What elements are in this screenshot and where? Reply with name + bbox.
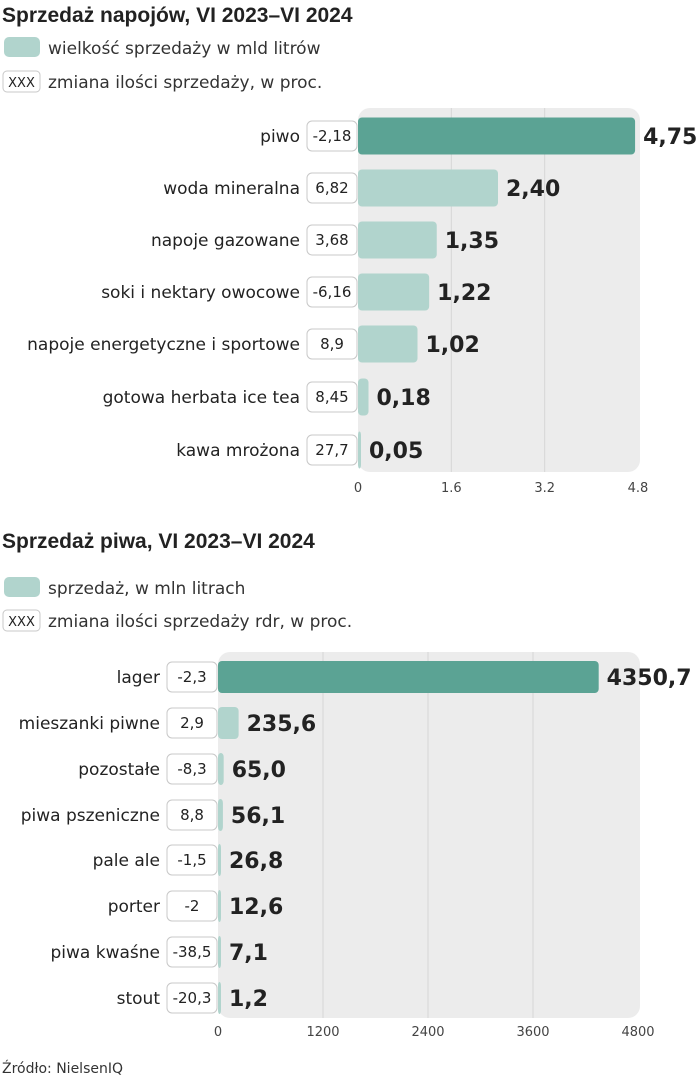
change-label: 2,9 — [180, 714, 204, 732]
value-label: 4350,7 — [607, 666, 692, 691]
legend-label-box: zmiana ilości sprzedaży rdr, w proc. — [48, 612, 352, 632]
bar — [358, 325, 418, 363]
value-label: 1,2 — [229, 987, 268, 1012]
change-box — [306, 224, 358, 256]
source-note: Źródło: NielsenIQ — [2, 1059, 123, 1077]
category-label: pale ale — [93, 851, 160, 871]
value-label: 235,6 — [247, 712, 317, 737]
category-label: kawa mrożona — [176, 441, 300, 461]
change-box — [306, 381, 358, 413]
category-label: woda mineralna — [163, 179, 300, 199]
change-label: 8,9 — [320, 335, 344, 353]
bar — [358, 117, 636, 155]
legend-label-bar: wielkość sprzedaży w mld litrów — [48, 39, 321, 59]
change-label: -8,3 — [177, 760, 206, 778]
x-tick-label: 1.6 — [441, 481, 462, 496]
change-box — [166, 936, 218, 968]
change-box — [306, 120, 358, 152]
change-box — [166, 982, 218, 1014]
bar — [218, 844, 221, 876]
chart-title: Sprzedaż napojów, VI 2023–VI 2024 — [2, 4, 353, 27]
value-label: 4,75 — [643, 125, 696, 150]
category-label: piwa kwaśne — [51, 943, 161, 963]
legend-swatch-bar — [4, 37, 40, 57]
x-tick-label: 4.8 — [628, 481, 649, 496]
value-label: 65,0 — [232, 758, 286, 783]
change-box — [166, 661, 218, 693]
bar — [218, 890, 221, 922]
category-label: stout — [117, 989, 161, 1009]
plot-background — [218, 652, 640, 1018]
legend-box-symbol: XXX — [8, 76, 35, 91]
bar — [358, 431, 361, 469]
change-box — [166, 707, 218, 739]
x-tick-label: 0 — [214, 1025, 222, 1040]
bar — [218, 936, 221, 968]
value-label: 0,05 — [369, 439, 423, 464]
chart-title: Sprzedaż piwa, VI 2023–VI 2024 — [2, 530, 315, 553]
category-label: napoje gazowane — [151, 231, 300, 251]
change-label: 6,82 — [315, 179, 348, 197]
category-label: piwo — [260, 127, 300, 147]
change-label: -38,5 — [173, 943, 212, 961]
change-label: -6,16 — [313, 283, 352, 301]
change-box — [306, 172, 358, 204]
x-tick-label: 1200 — [306, 1025, 339, 1040]
change-box — [306, 434, 358, 466]
category-label: pozostałe — [78, 760, 160, 780]
x-tick-label: 0 — [354, 481, 362, 496]
value-label: 2,40 — [506, 177, 560, 202]
change-label: -1,5 — [177, 851, 206, 869]
category-label: porter — [108, 897, 160, 917]
change-label: -2 — [185, 897, 200, 915]
bar — [358, 221, 437, 259]
bar — [358, 378, 369, 416]
change-label: 27,7 — [315, 441, 348, 459]
x-tick-label: 2400 — [411, 1025, 444, 1040]
change-label: 8,8 — [180, 806, 204, 824]
value-label: 1,22 — [437, 281, 491, 306]
change-box — [306, 276, 358, 308]
change-box — [166, 890, 218, 922]
category-label: napoje energetyczne i sportowe — [27, 335, 300, 355]
x-tick-label: 3600 — [516, 1025, 549, 1040]
bar — [218, 707, 239, 739]
bar — [218, 753, 224, 785]
value-label: 26,8 — [229, 849, 283, 874]
change-box — [166, 799, 218, 831]
bar — [358, 273, 430, 311]
value-label: 1,02 — [426, 333, 480, 358]
category-label: lager — [117, 668, 160, 688]
change-box — [166, 844, 218, 876]
change-label: 8,45 — [315, 388, 348, 406]
value-label: 12,6 — [229, 895, 283, 920]
legend-swatch-box — [2, 609, 41, 632]
change-label: -20,3 — [173, 989, 212, 1007]
category-label: piwa pszeniczne — [21, 806, 160, 826]
category-label: soki i nektary owocowe — [101, 283, 300, 303]
value-label: 7,1 — [229, 941, 268, 966]
category-label: mieszanki piwne — [19, 714, 160, 734]
value-label: 1,35 — [445, 229, 499, 254]
legend-label-box: zmiana ilości sprzedaży, w proc. — [48, 73, 322, 93]
change-label: -2,18 — [313, 127, 352, 145]
bar — [358, 169, 498, 207]
category-label: gotowa herbata ice tea — [103, 388, 300, 408]
bar — [218, 982, 221, 1014]
change-label: 3,68 — [315, 231, 348, 249]
change-box — [166, 753, 218, 785]
value-label: 56,1 — [231, 804, 285, 829]
legend-label-bar: sprzedaż, w mln litrach — [48, 579, 245, 599]
bar — [218, 799, 223, 831]
x-tick-label: 3.2 — [534, 481, 555, 496]
legend-box-symbol: XXX — [8, 615, 35, 630]
value-label: 0,18 — [377, 386, 431, 411]
x-tick-label: 4800 — [621, 1025, 654, 1040]
legend-swatch-box — [2, 70, 41, 93]
bar — [218, 661, 599, 693]
change-box — [306, 328, 358, 360]
change-label: -2,3 — [177, 668, 206, 686]
legend-swatch-bar — [4, 577, 40, 597]
